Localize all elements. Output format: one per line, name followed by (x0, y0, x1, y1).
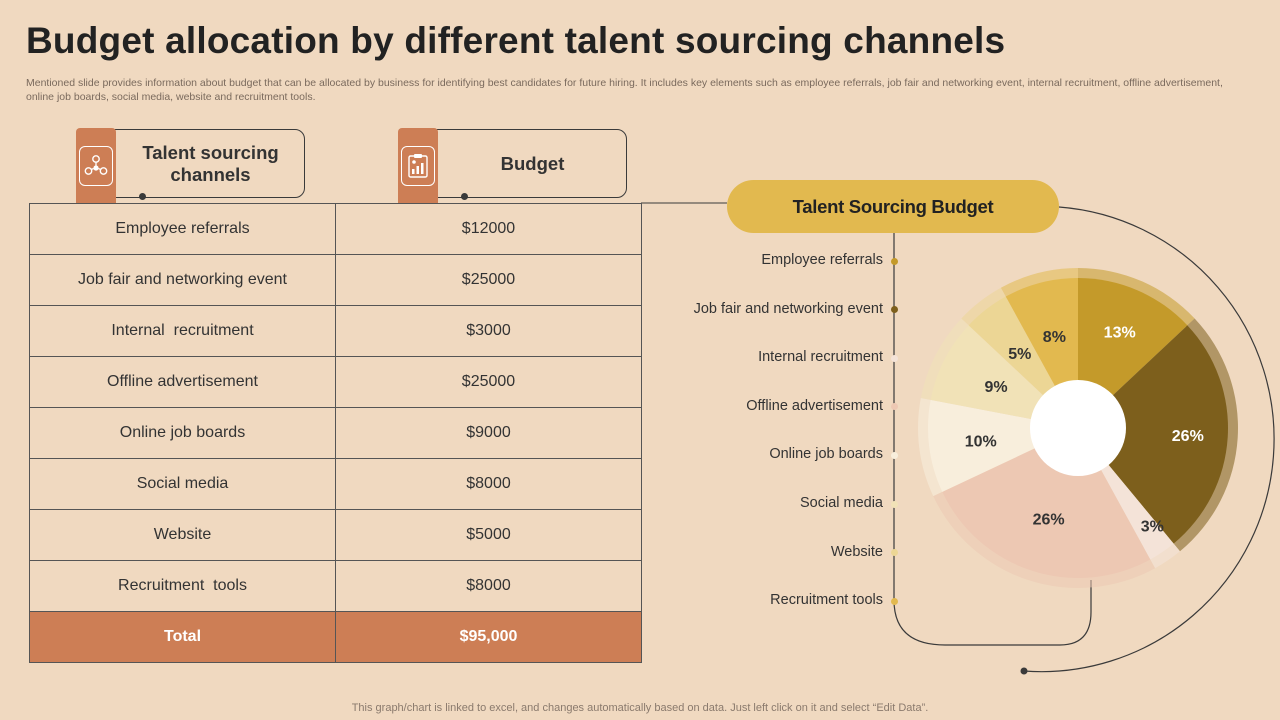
slice-label: 10% (965, 433, 997, 450)
budget-table: Employee referrals $12000 Job fair and n… (29, 203, 642, 663)
legend-bottom-curve (893, 580, 1092, 646)
table-row: Website $5000 (29, 509, 642, 561)
channels-header-icon-box (76, 128, 116, 203)
channel-cell: Internal recruitment (29, 305, 336, 357)
budget-cell: $9000 (335, 407, 642, 459)
legend-dot (891, 549, 898, 557)
donut-slice-rim (961, 287, 1007, 327)
table-row: Employee referrals $12000 (29, 203, 642, 255)
legend-dot (891, 451, 898, 459)
channel-cell: Recruitment tools (29, 560, 336, 612)
total-label: Total (29, 611, 336, 663)
page-title: Budget allocation by different talent so… (26, 20, 1006, 61)
slice-label: 26% (1033, 511, 1065, 528)
legend-dot (891, 306, 898, 314)
donut-hole (1030, 380, 1126, 476)
channel-cell: Employee referrals (29, 203, 336, 255)
slice-label: 8% (1043, 329, 1066, 346)
outer-arc-dot (1020, 667, 1028, 675)
donut-slice-rim (1149, 542, 1180, 569)
channels-header-tab: Talent sourcing channels (96, 129, 305, 198)
legend-item: Website (830, 543, 883, 560)
donut-slice-rim (1172, 318, 1238, 552)
table-row: Offline advertisement $25000 (29, 356, 642, 408)
table-row: Online job boards $9000 (29, 407, 642, 459)
channel-cell: Online job boards (29, 407, 336, 459)
total-value: $95,000 (335, 611, 642, 663)
budget-cell: $3000 (335, 305, 642, 357)
footer-note: This graph/chart is linked to excel, and… (351, 702, 929, 714)
budget-cell: $5000 (335, 509, 642, 561)
page-subtitle: Mentioned slide provides information abo… (26, 77, 1223, 103)
budget-cell: $25000 (335, 356, 642, 408)
budget-header-tab: Budget (418, 129, 627, 198)
network-icon (79, 146, 113, 186)
legend-dot (891, 500, 898, 508)
table-row: Internal recruitment $3000 (29, 305, 642, 357)
legend-item: Recruitment tools (770, 592, 883, 609)
chart-title: Talent Sourcing Budget (727, 180, 1059, 233)
channels-header-label: Talent sourcing channels (142, 141, 279, 185)
legend-dot (891, 354, 898, 362)
legend-dot (891, 597, 898, 605)
channel-cell: Offline advertisement (29, 356, 336, 408)
total-row: Total $95,000 (29, 611, 642, 663)
budget-header-icon-box (398, 128, 438, 203)
slice-label: 9% (984, 379, 1007, 396)
donut-slice-rim (933, 491, 1156, 588)
legend-item: Internal recruitment (758, 349, 883, 366)
table-row: Social media $8000 (29, 458, 642, 510)
legend-item: Social media (799, 495, 883, 511)
report-chart-icon (401, 146, 435, 186)
legend-item: Job fair and networking event (693, 300, 883, 317)
slice-label: 13% (1104, 325, 1136, 342)
legend-item: Employee referrals (761, 252, 883, 268)
legend-dot (891, 257, 898, 265)
legend-item: Offline advertisement (746, 397, 883, 414)
slice-label: 26% (1172, 428, 1204, 445)
budget-header-dot (461, 193, 468, 200)
channels-header-dot (139, 193, 146, 200)
budget-header-label: Budget (500, 152, 565, 174)
legend-dot (891, 403, 898, 411)
slice-label: 5% (1008, 346, 1031, 363)
donut-slice (1078, 325, 1228, 544)
channel-cell: Job fair and networking event (29, 254, 336, 306)
budget-cell: $8000 (335, 458, 642, 510)
slice-label: 3% (1141, 519, 1164, 536)
outer-arc (1023, 206, 1275, 673)
legend-item: Online job boards (769, 446, 883, 463)
